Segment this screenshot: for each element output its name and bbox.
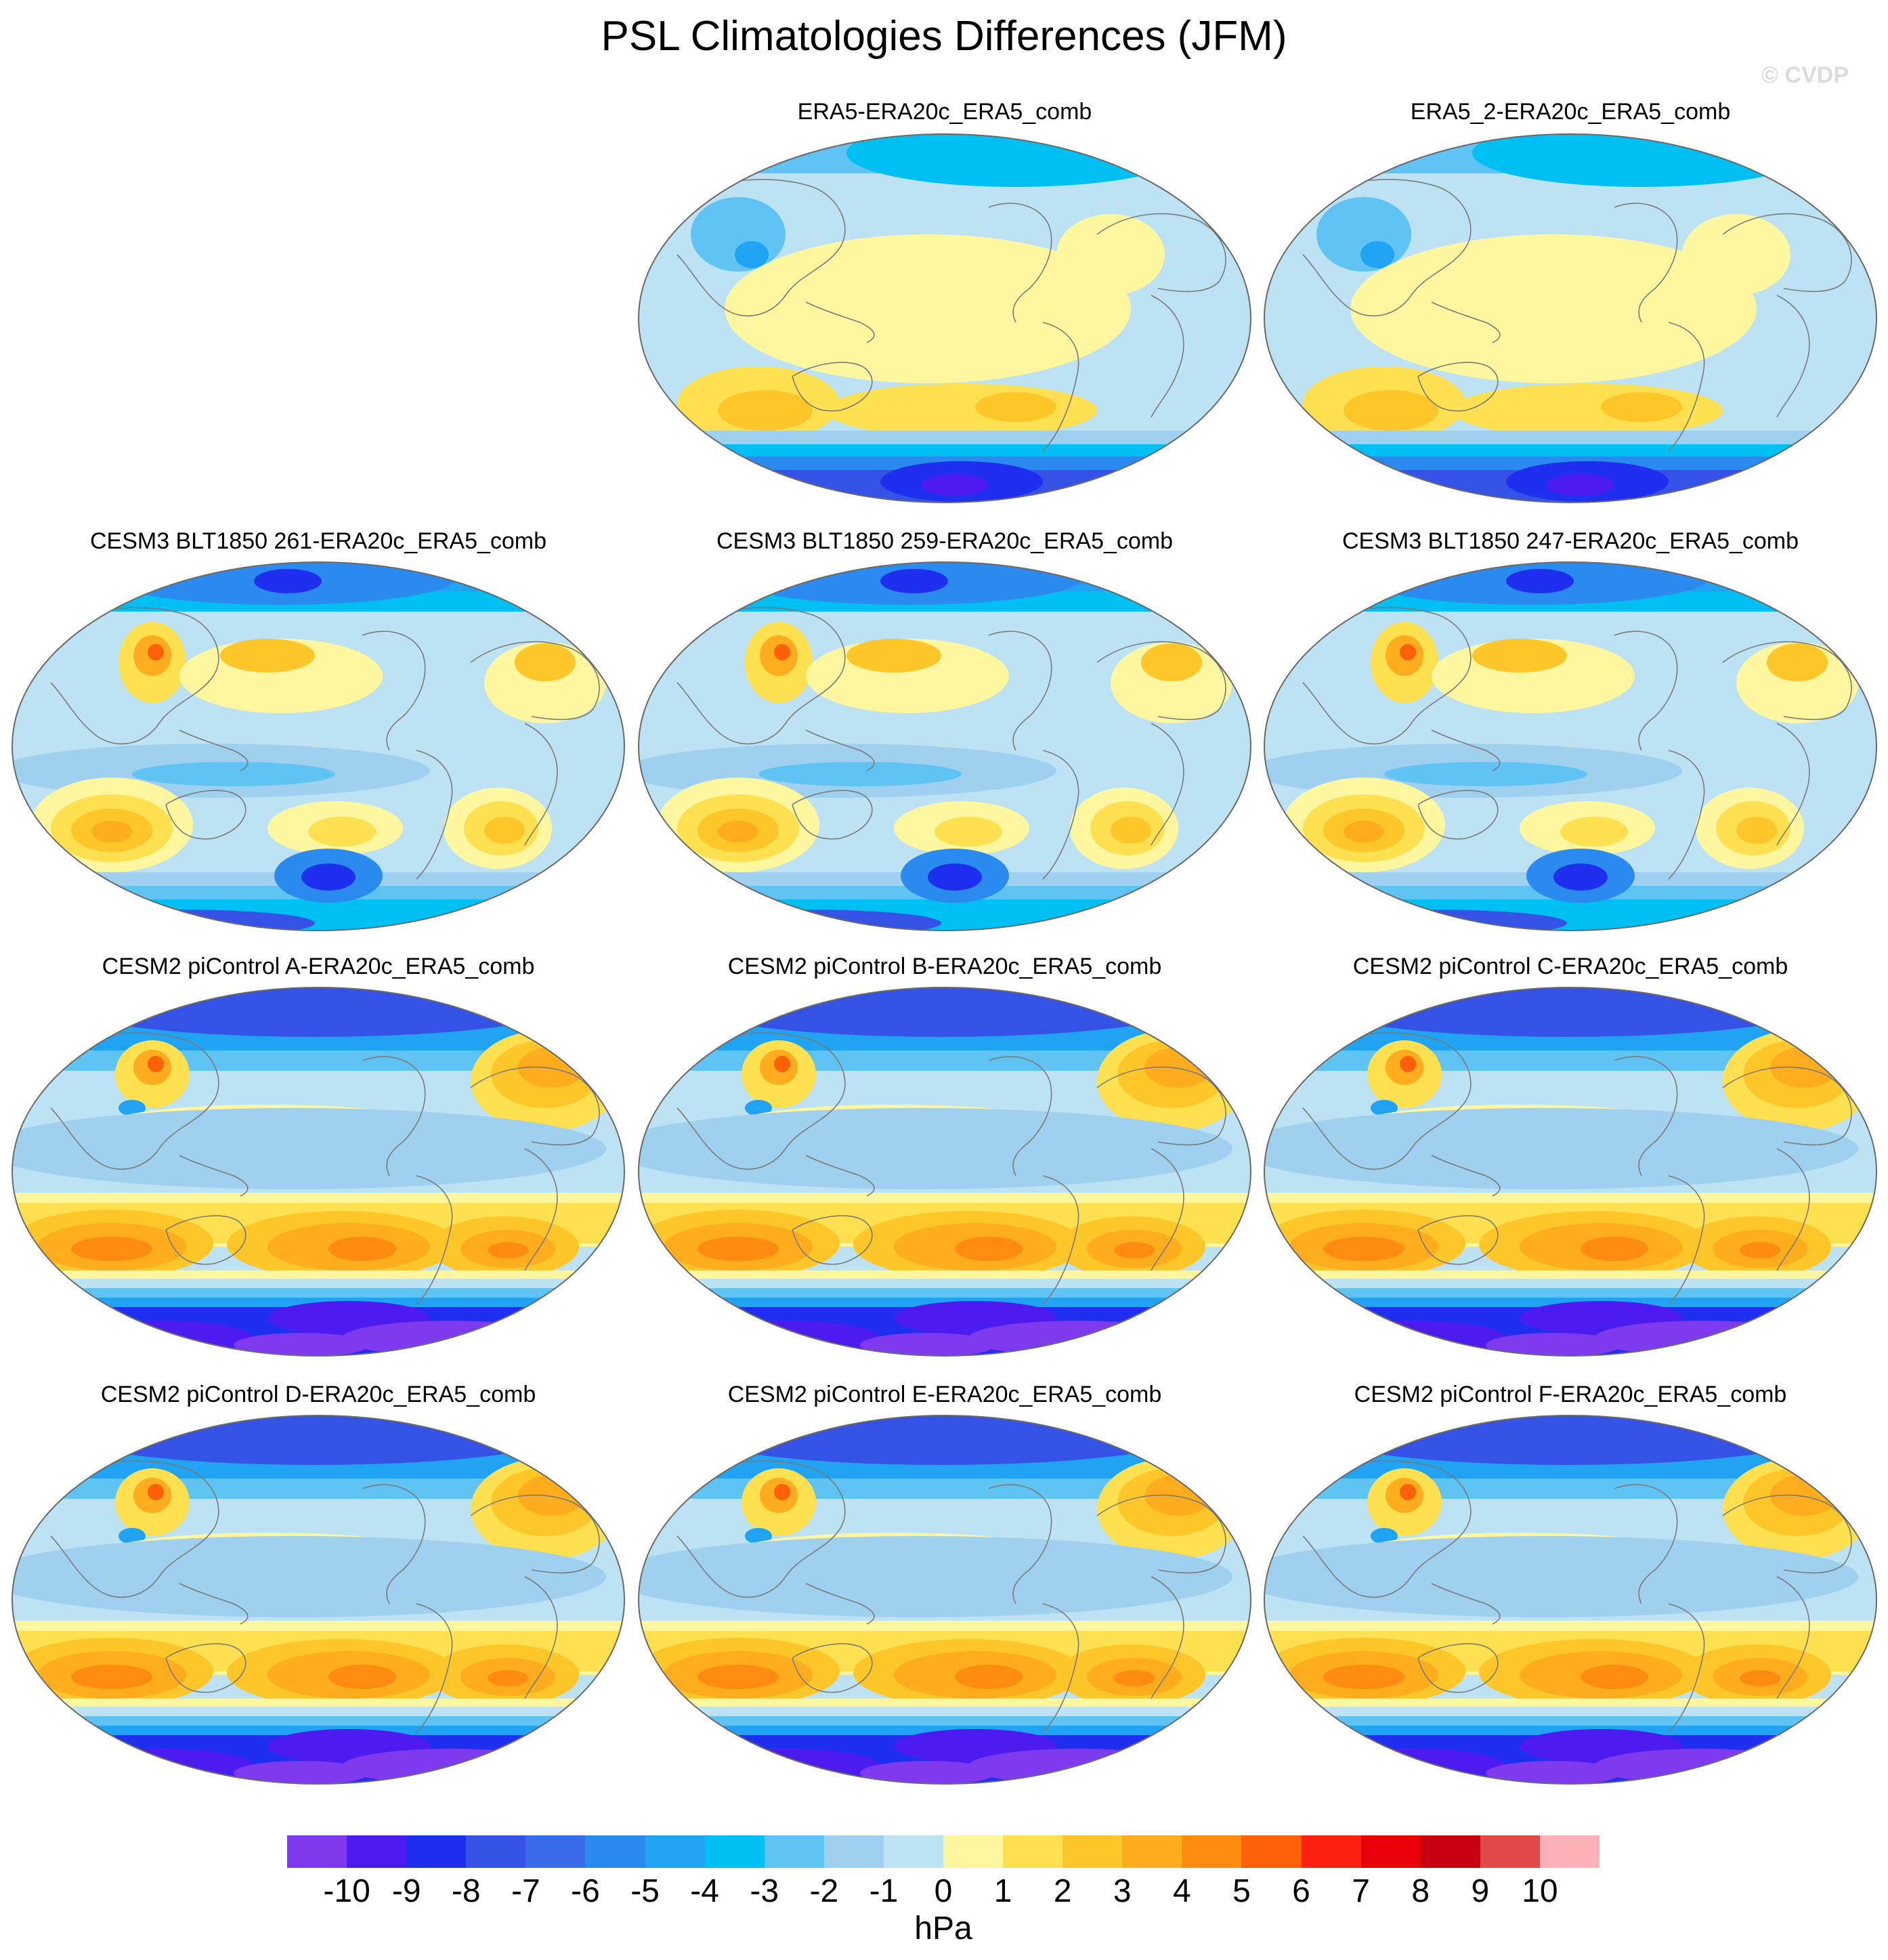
colorbar-tick-label: -3 [750,1873,779,1909]
colorbar-tick-label: 7 [1352,1873,1370,1909]
map-cesm2-c [1262,986,1879,1357]
coastlines [50,1460,600,1733]
colorbar-box [287,1835,347,1868]
colorbar-tick-label: 8 [1411,1873,1430,1909]
map-cesm3-261 [10,561,626,932]
panel-title-cesm3-259: CESM3 BLT1850 259-ERA20c_ERA5_comb [716,528,1174,554]
map-era5-2 [1262,133,1879,504]
map-cesm2-d [10,1414,626,1785]
panel-title-era5: ERA5-ERA20c_ERA5_comb [797,99,1092,125]
map-cesm3-247 [1262,561,1879,932]
colorbar-tick-label: -7 [511,1873,540,1909]
colorbar-box [1182,1835,1242,1868]
panel-title-cesm2-d: CESM2 piControl D-ERA20c_ERA5_comb [100,1382,536,1407]
colorbar-tick-label: -4 [690,1873,719,1909]
coastlines [1302,1460,1852,1733]
map-boundary [1264,987,1877,1357]
coastlines [50,1032,600,1305]
map-boundary [638,987,1251,1357]
colorbar-box [1420,1835,1481,1868]
colorbar-box [347,1835,407,1868]
map-cesm2-f [1262,1414,1879,1785]
colorbar-tick-label: -9 [391,1873,421,1909]
colorbar-box [1480,1835,1541,1868]
coastlines [1302,607,1852,880]
panel-title-cesm3-261: CESM3 BLT1850 261-ERA20c_ERA5_comb [89,528,547,554]
panel-title-cesm2-e: CESM2 piControl E-ERA20c_ERA5_comb [727,1382,1162,1407]
map-boundary [1264,1415,1877,1785]
coastlines [1302,1032,1852,1305]
colorbar-tick-label: -8 [451,1873,481,1909]
colorbar-box [1063,1835,1123,1868]
colorbar-box [704,1835,765,1868]
panel-title-cesm2-b: CESM2 piControl B-ERA20c_ERA5_comb [727,954,1162,979]
map-cesm2-b [637,986,1253,1357]
map-era5 [637,133,1253,504]
colorbar-box [645,1835,706,1868]
map-boundary [1264,561,1877,931]
map-boundary [12,987,625,1357]
colorbar-tick-label: 4 [1173,1873,1191,1909]
map-boundary [12,1415,625,1785]
colorbar-box [883,1835,944,1868]
figure-title: PSL Climatologies Differences (JFM) [601,13,1287,60]
colorbar-tick-label: -1 [869,1873,899,1909]
positive-anomaly-region [1350,234,1757,383]
colorbar-tick-label: -6 [571,1873,600,1909]
map-boundary [638,1415,1251,1785]
colorbar-tick-label: -5 [630,1873,660,1909]
colorbar-box [943,1835,1004,1868]
map-boundary [12,561,625,931]
coastlines [1302,179,1852,452]
coastlines [677,1032,1226,1305]
colorbar-tick-label: -2 [809,1873,839,1909]
positive-anomaly-region [725,234,1131,383]
colorbar-box [1241,1835,1302,1868]
colorbar-tick-label: 0 [934,1873,953,1909]
panel-title-cesm2-f: CESM2 piControl F-ERA20c_ERA5_comb [1354,1382,1787,1407]
map-boundary [1264,133,1877,503]
colorbar-box [1539,1835,1600,1868]
cvdp-watermark: © CVDP [1761,62,1849,88]
coastlines [677,607,1226,880]
panel-title-cesm2-a: CESM2 piControl A-ERA20c_ERA5_comb [102,954,535,979]
colorbar-box [585,1835,646,1868]
colorbar-tick-label: 5 [1232,1873,1251,1909]
coastlines [677,1460,1226,1733]
colorbar-box [525,1835,586,1868]
colorbar-box [764,1835,825,1868]
map-cesm2-a [10,986,626,1357]
colorbar-box [406,1835,467,1868]
panel-title-era5-2: ERA5_2-ERA20c_ERA5_comb [1410,99,1731,125]
coastlines [677,179,1226,452]
map-cesm2-e [637,1414,1253,1785]
colorbar-box [1360,1835,1421,1868]
colorbar-box [823,1835,884,1868]
colorbar-tick-label: 6 [1292,1873,1310,1909]
colorbar-units: hPa [914,1911,972,1946]
colorbar-tick-label: -10 [323,1873,370,1909]
map-boundary [638,133,1251,503]
colorbar-box [1301,1835,1362,1868]
colorbar-box [466,1835,526,1868]
colorbar-tick-label: 10 [1522,1873,1558,1909]
panel-title-cesm3-247: CESM3 BLT1850 247-ERA20c_ERA5_comb [1342,528,1799,554]
panel-title-cesm2-c: CESM2 piControl C-ERA20c_ERA5_comb [1352,954,1788,979]
colorbar-box [1122,1835,1182,1868]
map-boundary [638,561,1251,931]
map-cesm3-259 [637,561,1253,932]
colorbar-box [1003,1835,1063,1868]
colorbar-tick-label: 1 [993,1873,1012,1909]
colorbar-tick-label: 3 [1113,1873,1132,1909]
colorbar-tick-label: 9 [1471,1873,1490,1909]
coastlines [50,607,600,880]
colorbar [287,1835,1600,1868]
colorbar-tick-label: 2 [1053,1873,1072,1909]
